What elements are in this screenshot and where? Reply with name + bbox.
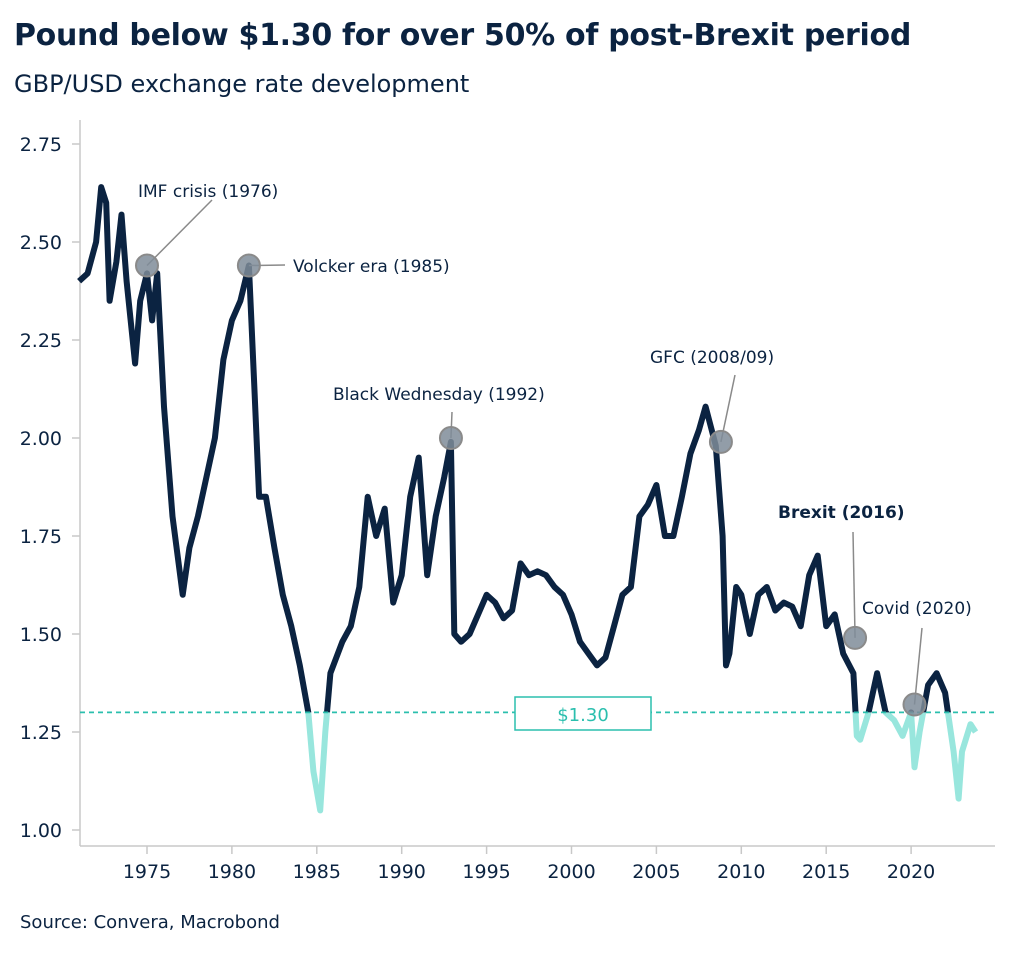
annotation-marker xyxy=(708,429,733,454)
x-tick-label: 1985 xyxy=(293,861,341,883)
y-tick-label: 1.75 xyxy=(20,526,62,548)
y-tick-label: 2.75 xyxy=(20,134,62,156)
annotation-marker xyxy=(843,625,868,650)
chart-subtitle: GBP/USD exchange rate development xyxy=(14,70,470,98)
annotation-label: IMF crisis (1976) xyxy=(138,182,278,202)
x-tick-label: 2005 xyxy=(632,861,680,883)
x-tick-label: 1995 xyxy=(462,861,510,883)
x-tick-label: 2020 xyxy=(887,861,935,883)
y-tick-label: 2.50 xyxy=(20,232,62,254)
threshold-label: $1.30 xyxy=(557,705,609,726)
annotation-marker xyxy=(236,253,261,278)
y-tick-label: 2.25 xyxy=(20,330,62,352)
annotation-label: Brexit (2016) xyxy=(778,503,905,523)
annotation-leader-line xyxy=(146,199,213,267)
y-tick-label: 1.00 xyxy=(20,820,62,842)
annotation-marker xyxy=(902,692,927,717)
chart-title: Pound below $1.30 for over 50% of post-B… xyxy=(14,18,911,53)
annotation-label: Volcker era (1985) xyxy=(293,257,450,277)
annotation-label: Covid (2020) xyxy=(862,599,972,619)
annotation-label: GFC (2008/09) xyxy=(650,348,774,368)
annotation-marker xyxy=(438,426,463,450)
x-tick-label: 1990 xyxy=(378,861,426,883)
annotation-label: Black Wednesday (1992) xyxy=(333,385,545,405)
x-tick-label: 2010 xyxy=(717,861,765,883)
series-line xyxy=(77,184,951,713)
y-tick-label: 1.50 xyxy=(20,624,62,646)
annotation-leader-line xyxy=(913,627,923,705)
x-tick-label: 1975 xyxy=(123,861,171,883)
x-tick-label: 1980 xyxy=(208,861,256,883)
threshold-label-box xyxy=(514,696,652,731)
annotation-marker xyxy=(135,253,159,278)
chart-source: Source: Convera, Macrobond xyxy=(20,912,280,933)
x-tick-label: 2000 xyxy=(547,861,595,883)
x-tick-label: 2015 xyxy=(802,861,850,883)
y-tick-label: 2.00 xyxy=(20,428,62,450)
y-tick-label: 1.25 xyxy=(20,722,62,744)
annotation-leader-line xyxy=(852,531,856,638)
